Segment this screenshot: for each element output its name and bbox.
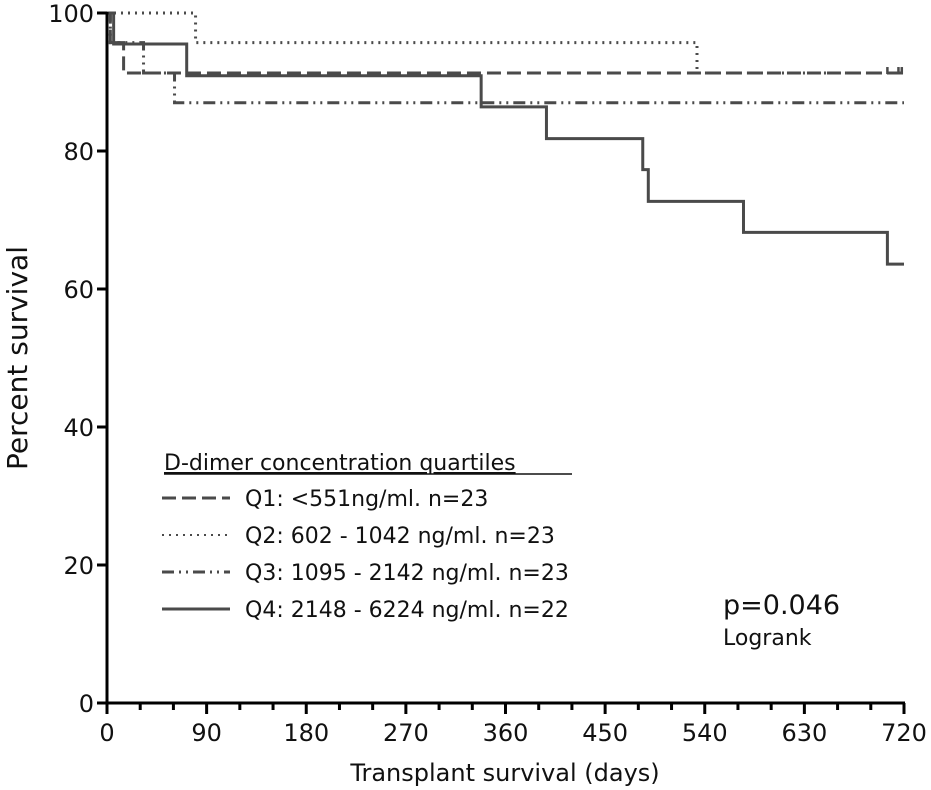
x-tick-label: 720 bbox=[881, 719, 927, 747]
survival-curve-q2 bbox=[107, 11, 904, 75]
x-tick-label: 450 bbox=[582, 719, 628, 747]
x-axis-label: Transplant survival (days) bbox=[349, 759, 659, 787]
x-tick-label: 270 bbox=[383, 719, 429, 747]
test-name-annotation: Logrank bbox=[723, 626, 812, 651]
legend-label-q4: Q4: 2148 - 6224 ng/ml. n=22 bbox=[245, 598, 569, 623]
legend-title: D-dimer concentration quartiles bbox=[164, 451, 516, 476]
x-tick-label: 180 bbox=[283, 719, 329, 747]
x-ticks: 0 90 180 270 360 450 540 630 720 bbox=[99, 703, 927, 747]
y-axis-label: Percent survival bbox=[1, 246, 34, 470]
survival-curve-q3 bbox=[107, 11, 904, 105]
survival-curve-q4 bbox=[107, 11, 904, 266]
y-tick-label: 0 bbox=[79, 690, 94, 718]
legend-label-q2: Q2: 602 - 1042 ng/ml. n=23 bbox=[245, 524, 555, 549]
y-tick-label: 40 bbox=[63, 414, 94, 442]
axes: 0 20 40 60 80 100 0 90 180 270 360 450 540 630 720 bbox=[48, 0, 927, 747]
y-tick-label: 80 bbox=[63, 138, 94, 166]
x-tick-label: 630 bbox=[781, 719, 827, 747]
survival-curves bbox=[107, 11, 904, 266]
x-tick-label: 360 bbox=[483, 719, 529, 747]
y-tick-label: 100 bbox=[48, 0, 94, 28]
x-tick-label: 0 bbox=[99, 719, 114, 747]
legend: D-dimer concentration quartiles Q1: <551… bbox=[162, 451, 572, 623]
p-value-annotation: p=0.046 bbox=[723, 590, 840, 621]
y-ticks: 0 20 40 60 80 100 bbox=[48, 0, 107, 718]
legend-label-q1: Q1: <551ng/ml. n=23 bbox=[245, 487, 488, 512]
x-tick-label: 540 bbox=[682, 719, 728, 747]
x-tick-label: 90 bbox=[191, 719, 222, 747]
legend-label-q3: Q3: 1095 - 2142 ng/ml. n=23 bbox=[245, 561, 569, 586]
y-tick-label: 20 bbox=[63, 552, 94, 580]
legend-items: Q1: <551ng/ml. n=23 Q2: 602 - 1042 ng/ml.… bbox=[162, 487, 569, 623]
y-tick-label: 60 bbox=[63, 276, 94, 304]
